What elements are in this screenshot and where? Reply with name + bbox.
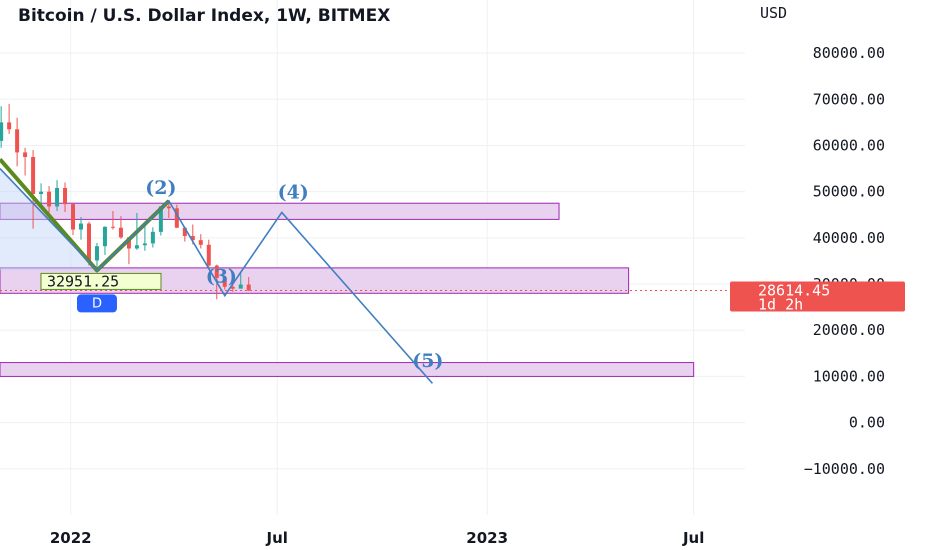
candle-body <box>86 223 91 261</box>
price-badge-box <box>730 281 905 312</box>
y-tick-label: −10000.00 <box>804 460 885 478</box>
y-tick-label: 50000.00 <box>813 183 885 201</box>
x-tick-label: 2022 <box>50 529 92 547</box>
candle-body <box>134 245 139 249</box>
candle-body <box>7 122 12 130</box>
y-tick-label: 60000.00 <box>813 136 885 154</box>
y-tick-label: 10000.00 <box>813 367 885 385</box>
candle-body <box>0 122 4 141</box>
candle-body <box>206 244 211 266</box>
candle-body <box>31 157 36 194</box>
wave-label: (4) <box>278 182 309 204</box>
wave-labels: (2) (3) (4) (5) <box>145 177 443 372</box>
point-label-box <box>40 272 162 290</box>
candle-body <box>94 246 99 261</box>
candle-body <box>142 243 147 246</box>
candle-body <box>222 278 227 287</box>
candlestick-series <box>0 103 251 300</box>
candle-body <box>230 286 235 289</box>
d-marker-label: D <box>92 296 102 311</box>
y-tick-label: 40000.00 <box>813 229 885 247</box>
x-axis[interactable]: 2022 Jul 2023 Jul <box>50 529 705 547</box>
price-badge[interactable]: 28614.45 1d 2h <box>730 281 905 313</box>
candle-body <box>158 206 163 232</box>
currency-label: USD <box>760 4 787 22</box>
price-zone[interactable] <box>0 202 560 220</box>
candle-body <box>198 240 203 245</box>
candle-body <box>118 227 123 238</box>
candle-body <box>182 227 187 237</box>
x-tick-label: 2023 <box>466 529 508 547</box>
y-tick-label: 0.00 <box>849 414 885 432</box>
d-marker[interactable] <box>76 294 117 313</box>
candle-body <box>238 284 243 289</box>
y-axis[interactable]: 80000.00 70000.00 60000.00 50000.00 40000.00… <box>804 44 885 478</box>
candle-body <box>246 284 251 291</box>
candle-body <box>102 226 107 247</box>
candle-body <box>174 208 179 228</box>
wave-lines[interactable] <box>0 158 433 384</box>
candle-body <box>71 204 76 230</box>
candle-body <box>39 191 44 194</box>
candle-body <box>126 237 131 249</box>
candle-body <box>23 152 28 158</box>
chart-title: Bitcoin / U.S. Dollar Index, 1W, BITMEX <box>18 6 390 26</box>
y-tick-label: 80000.00 <box>813 44 885 62</box>
candle-body <box>63 187 68 205</box>
x-tick-label: Jul <box>266 529 288 547</box>
point-label-value: 32951.25 <box>47 272 119 290</box>
price-zone[interactable] <box>0 362 695 377</box>
candle-body <box>110 226 115 228</box>
price-badge-countdown: 1d 2h <box>758 295 803 313</box>
point-label: 32951.25 D <box>40 272 162 313</box>
y-tick-label: 20000.00 <box>813 321 885 339</box>
candle-body <box>166 206 171 209</box>
price-badge-value: 28614.45 <box>758 281 830 299</box>
candle-body <box>79 223 84 230</box>
candle-body <box>214 265 219 279</box>
x-tick-label: Jul <box>682 529 704 547</box>
y-tick-label: 70000.00 <box>813 90 885 108</box>
candle-body <box>190 236 195 241</box>
elliott-wave-line[interactable] <box>0 168 433 384</box>
candle-body <box>15 129 20 153</box>
wave-label: (5) <box>412 350 443 372</box>
wave-label: (3) <box>206 266 237 288</box>
candle-body <box>150 231 155 244</box>
wave-label: (2) <box>145 177 176 199</box>
candle-body <box>55 187 60 207</box>
candle-body <box>47 191 52 207</box>
